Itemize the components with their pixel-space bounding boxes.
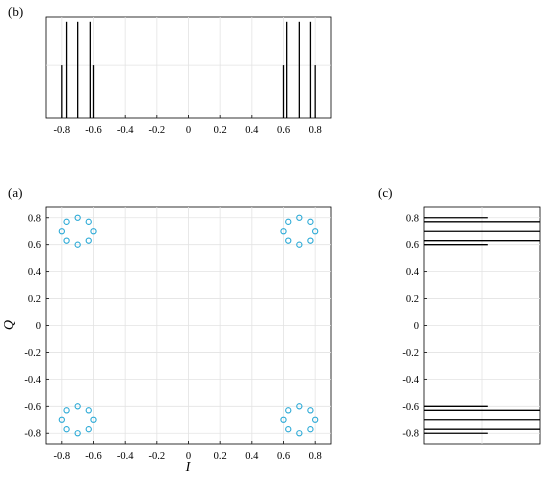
- panel-c-grid: [424, 207, 540, 444]
- panel-a-point: [307, 237, 314, 244]
- panel-a-point: [63, 426, 70, 433]
- panel-a-y-axis-title: Q: [2, 320, 17, 330]
- panel-b-x-tick-label: -0.8: [54, 125, 71, 136]
- panel-a-point: [285, 426, 292, 433]
- panel-b-x-tick-label: 0.2: [214, 125, 227, 136]
- panel-a-y-tick-label: -0.8: [24, 429, 41, 440]
- panel-a-point: [307, 426, 314, 433]
- panel-b-x-tick-label: -0.6: [85, 125, 102, 136]
- panel-a-y-tick-label: -0.4: [24, 375, 41, 386]
- panel-a-point: [63, 237, 70, 244]
- panel-a-x-tick-label: -0.6: [85, 451, 102, 462]
- panel-a-point: [280, 416, 287, 423]
- panel-a-points: [58, 214, 319, 437]
- panel-b-x-tick-label: 0.4: [245, 125, 259, 136]
- panel-a-point: [85, 407, 92, 414]
- panel-a-point: [307, 407, 314, 414]
- panel-a-point: [85, 218, 92, 225]
- panel-b-x-tick-label: 0.8: [309, 125, 322, 136]
- panel-c-y-tick-label: 0.8: [406, 213, 419, 224]
- panel-b-x-tick-labels: -0.8 -0.6 -0.4 -0.2 0 0.2 0.4 0.6 0.8: [54, 125, 322, 136]
- panel-a-point: [285, 237, 292, 244]
- panel-a-point: [296, 403, 303, 410]
- panel-a-point: [90, 228, 97, 235]
- panel-a-point: [63, 407, 70, 414]
- panel-a-point: [74, 214, 81, 221]
- panel-b-stems: [61, 21, 316, 118]
- panel-c-y-tick-label: -0.6: [402, 402, 419, 413]
- panel-a-y-tick-label: -0.6: [24, 402, 41, 413]
- panel-a-point: [280, 228, 287, 235]
- panel-a-point: [312, 228, 319, 235]
- panel-a-x-tick-label: 0.8: [309, 451, 322, 462]
- panel-a-point: [74, 241, 81, 248]
- panel-c-y-tick-label: 0.6: [406, 240, 419, 251]
- panel-a-x-tick-label: 0.4: [245, 451, 259, 462]
- panel-a-label: (a): [8, 185, 22, 200]
- panel-a-x-tick-label: -0.8: [54, 451, 71, 462]
- panel-c-label: (c): [378, 185, 392, 200]
- panel-a-scatter-plot: (a) -0.8 -0.6 -0.4 -0.2 0 0.2 0.4 0.6 0.8 0.8 0.6…: [2, 185, 332, 475]
- panel-a-y-tick-label: 0.2: [28, 294, 41, 305]
- panel-a-x-tick-label: -0.2: [149, 451, 166, 462]
- panel-c-y-tick-label: 0: [414, 321, 419, 332]
- panel-a-point: [58, 416, 65, 423]
- panel-a-y-tick-label: -0.2: [24, 348, 41, 359]
- panel-a-x-tick-label: 0.2: [214, 451, 227, 462]
- panel-a-point: [74, 430, 81, 437]
- panel-a-point: [90, 416, 97, 423]
- panel-a-grid: [46, 207, 331, 444]
- panel-c-y-tick-label: -0.4: [402, 375, 419, 386]
- panel-c-y-tick-label: -0.2: [402, 348, 419, 359]
- panel-a-y-tick-label: 0.4: [28, 267, 42, 278]
- panel-a-x-tick-label: 0: [186, 451, 191, 462]
- panel-c-y-tick-labels: 0.8 0.6 0.4 0.2 0 -0.2 -0.4 -0.6 -0.8: [402, 213, 419, 439]
- panel-a-point: [85, 426, 92, 433]
- panel-a-point: [285, 218, 292, 225]
- panel-a-point: [307, 218, 314, 225]
- panel-b-x-tick-label: -0.4: [117, 125, 134, 136]
- panel-a-y-tick-labels: 0.8 0.6 0.4 0.2 0 -0.2 -0.4 -0.6 -0.8: [24, 213, 41, 439]
- panel-a-y-tick-label: 0.6: [28, 240, 41, 251]
- panel-a-y-tick-label: 0: [36, 321, 41, 332]
- panel-b-x-tick-label: 0.6: [277, 125, 290, 136]
- panel-c-lines: [424, 217, 540, 434]
- panel-c-line-plot: (c) 0.8 0.6 0.4 0.2 0 -0.2 -0.4 -0.6 -0.8: [378, 185, 541, 445]
- panel-b-grid: [46, 17, 331, 118]
- panel-a-x-tick-label: 0.6: [277, 451, 290, 462]
- panel-c-y-tick-label: 0.4: [406, 267, 420, 278]
- panel-c-y-tick-label: -0.8: [402, 429, 419, 440]
- panel-a-y-tick-label: 0.8: [28, 213, 41, 224]
- panel-a-x-axis-title: I: [185, 460, 192, 475]
- panel-a-point: [58, 228, 65, 235]
- panel-a-point: [296, 214, 303, 221]
- panel-a-point: [285, 407, 292, 414]
- panel-a-point: [312, 416, 319, 423]
- panel-a-point: [296, 430, 303, 437]
- panel-b-x-tick-label: -0.2: [149, 125, 166, 136]
- panel-b-label: (b): [8, 4, 23, 19]
- panel-b-x-tick-label: 0: [186, 125, 191, 136]
- panel-a-point: [63, 218, 70, 225]
- panel-b-stem-plot: (b) -0.8 -0.6 -0.4 -0.2 0 0.2 0.4 0.6 0.8: [8, 4, 332, 136]
- panel-a-x-tick-labels: -0.8 -0.6 -0.4 -0.2 0 0.2 0.4 0.6 0.8: [54, 451, 322, 462]
- panel-c-y-tick-label: 0.2: [406, 294, 419, 305]
- panel-a-point: [74, 403, 81, 410]
- panel-a-point: [85, 237, 92, 244]
- panel-a-point: [296, 241, 303, 248]
- panel-a-x-tick-label: -0.4: [117, 451, 134, 462]
